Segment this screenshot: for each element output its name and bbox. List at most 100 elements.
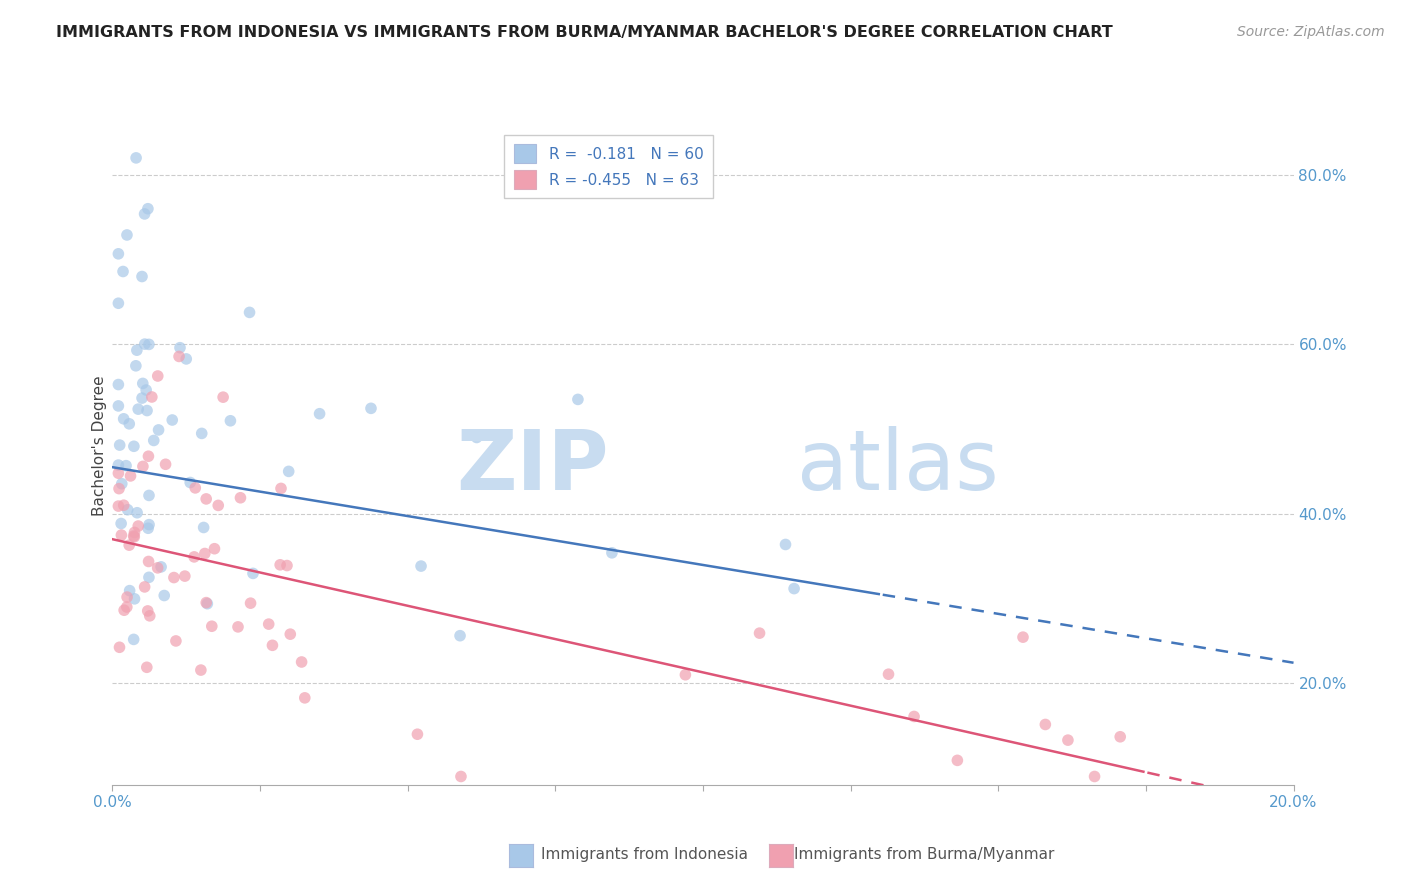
Point xyxy=(291,655,314,669)
Point xyxy=(195,491,218,506)
Point xyxy=(270,482,292,496)
Point xyxy=(1083,769,1105,784)
Point xyxy=(132,459,155,474)
Point xyxy=(136,202,159,216)
Point xyxy=(107,458,129,472)
Point xyxy=(783,582,806,596)
Point xyxy=(262,638,284,652)
Text: ZIP: ZIP xyxy=(456,425,609,507)
Point xyxy=(138,570,160,584)
Point xyxy=(229,491,252,505)
Point xyxy=(122,529,145,543)
Point xyxy=(195,597,218,611)
Point xyxy=(242,566,264,581)
Point xyxy=(406,727,429,741)
Point xyxy=(124,530,146,544)
Point xyxy=(108,438,131,452)
Point xyxy=(193,520,215,534)
Point xyxy=(132,376,155,391)
Point xyxy=(162,413,184,427)
Point xyxy=(115,590,138,604)
Point xyxy=(219,414,242,428)
Point xyxy=(179,475,201,490)
Point xyxy=(308,407,330,421)
Point xyxy=(269,558,291,572)
Y-axis label: Bachelor's Degree: Bachelor's Degree xyxy=(91,376,107,516)
Point xyxy=(108,482,131,496)
Point xyxy=(110,528,132,542)
Point xyxy=(465,430,488,444)
Point xyxy=(115,458,138,473)
Point xyxy=(124,591,146,606)
Point xyxy=(195,596,218,610)
Point xyxy=(134,580,156,594)
Point xyxy=(118,417,141,431)
Point xyxy=(239,596,262,610)
Point xyxy=(138,488,160,502)
Point xyxy=(115,600,138,615)
Point xyxy=(184,481,207,495)
Text: Source: ZipAtlas.com: Source: ZipAtlas.com xyxy=(1237,25,1385,39)
Point xyxy=(212,390,235,404)
Point xyxy=(146,369,169,384)
Point xyxy=(360,401,382,416)
Point xyxy=(139,608,162,623)
Point xyxy=(148,423,170,437)
Point xyxy=(118,583,141,598)
Point xyxy=(190,426,212,441)
Point xyxy=(1057,733,1080,747)
Point xyxy=(173,569,195,583)
Point xyxy=(111,476,134,491)
Point xyxy=(150,560,173,574)
Point xyxy=(107,399,129,413)
Point xyxy=(1033,717,1056,731)
Point xyxy=(257,617,280,632)
Point xyxy=(946,753,969,767)
Point xyxy=(278,627,301,641)
Point xyxy=(142,434,165,448)
Text: Immigrants from Burma/Myanmar: Immigrants from Burma/Myanmar xyxy=(794,847,1054,862)
Point xyxy=(174,351,197,366)
Point xyxy=(226,620,249,634)
Point xyxy=(107,247,129,261)
Point xyxy=(276,558,298,573)
Point xyxy=(124,525,146,540)
Point xyxy=(190,663,212,677)
Point xyxy=(127,506,149,520)
Point xyxy=(153,589,176,603)
Point xyxy=(107,467,129,481)
Text: IMMIGRANTS FROM INDONESIA VS IMMIGRANTS FROM BURMA/MYANMAR BACHELOR'S DEGREE COR: IMMIGRANTS FROM INDONESIA VS IMMIGRANTS … xyxy=(56,25,1114,40)
Point xyxy=(903,709,925,723)
Point xyxy=(138,337,160,351)
Point xyxy=(131,269,153,284)
Point xyxy=(1012,630,1035,644)
Point xyxy=(204,541,226,556)
Point xyxy=(131,391,153,405)
Point xyxy=(107,377,129,392)
Point xyxy=(136,604,159,618)
Point xyxy=(120,469,142,483)
Point xyxy=(112,264,135,278)
Point xyxy=(125,359,148,373)
Point xyxy=(122,439,145,453)
Point xyxy=(107,499,129,513)
Point xyxy=(163,570,186,584)
Point xyxy=(238,305,260,319)
Point xyxy=(141,390,163,404)
Text: atlas: atlas xyxy=(797,425,1000,507)
Point xyxy=(108,640,131,655)
Point xyxy=(127,402,149,417)
Point xyxy=(165,634,187,648)
Point xyxy=(449,629,471,643)
Point xyxy=(117,502,139,516)
Point xyxy=(775,537,797,551)
Point xyxy=(110,516,132,531)
Point xyxy=(112,603,135,617)
Point xyxy=(125,343,148,358)
Point xyxy=(294,690,316,705)
Point xyxy=(115,227,138,242)
Point xyxy=(107,296,129,310)
Point xyxy=(112,412,135,426)
Point xyxy=(136,403,159,417)
Point xyxy=(127,519,149,533)
